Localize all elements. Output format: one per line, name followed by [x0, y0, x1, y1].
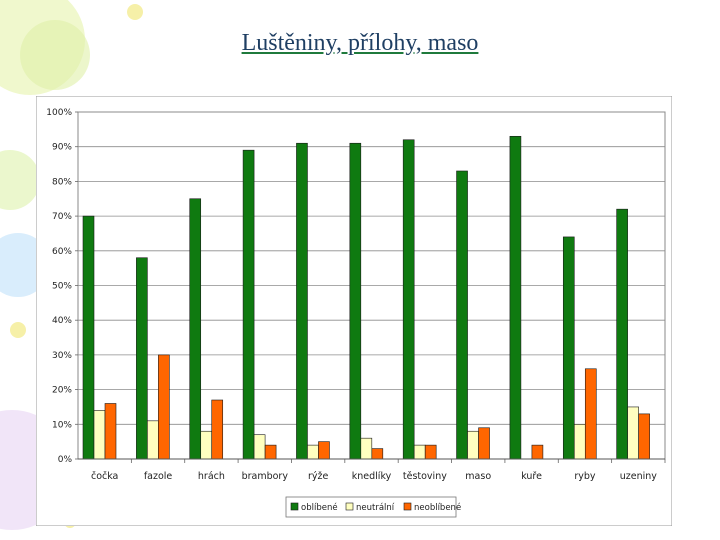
x-tick-label: hrách [198, 471, 225, 482]
y-tick-label: 70% [52, 212, 72, 222]
x-tick-label: knedlíky [352, 471, 392, 482]
x-axis: čočka fazole hrách brambory rýže knedlíky těst… [78, 458, 666, 482]
x-tick-label: čočka [91, 471, 118, 482]
bar [158, 354, 170, 460]
bar [253, 434, 266, 460]
bar [82, 215, 95, 460]
bar [360, 437, 373, 460]
bar [104, 403, 117, 460]
bar [93, 410, 106, 460]
legend-box [285, 496, 457, 518]
x-tick-label: maso [465, 471, 491, 482]
bar [467, 430, 479, 460]
y-tick-label: 50% [52, 282, 72, 292]
bar [402, 139, 415, 460]
x-tick-label: uzeniny [620, 471, 658, 482]
bar [638, 413, 650, 460]
y-tick-label: 90% [52, 143, 72, 153]
y-axis: 0% 10% 20% 30% 40% 50% 60% 70% 80% 90% 100% [46, 108, 78, 465]
bar-chart: 0% 10% 20% 30% 40% 50% 60% 70% 80% 90% 100% čočka f… [36, 96, 672, 526]
legend-swatch [290, 502, 299, 511]
bar [211, 399, 224, 460]
bars [82, 135, 650, 460]
bar [413, 444, 426, 460]
y-tick-label: 40% [52, 316, 72, 326]
y-tick-label: 10% [52, 420, 72, 430]
y-tick-label: 20% [52, 386, 72, 396]
bar [242, 149, 255, 460]
legend-swatch [345, 502, 354, 511]
x-tick-label: ryby [574, 471, 596, 482]
legend-swatch [403, 502, 412, 511]
bar [296, 142, 308, 460]
y-tick-label: 100% [46, 108, 72, 118]
deco-dot-yellow [127, 4, 143, 20]
deco-circle-green [0, 150, 40, 210]
bar [371, 448, 384, 460]
y-tick-label: 30% [52, 351, 72, 361]
x-tick-label: brambory [242, 471, 289, 482]
legend-label: neoblíbené [414, 502, 461, 513]
bar [584, 368, 597, 460]
bar [349, 142, 362, 460]
y-tick-label: 60% [52, 247, 72, 257]
x-tick-label: kuře [521, 471, 542, 482]
bar [147, 420, 159, 460]
bar [189, 198, 202, 460]
x-tick-label: těstoviny [403, 471, 447, 482]
bar [456, 170, 468, 460]
deco-dot-yellow2 [10, 322, 26, 338]
y-tick-label: 80% [52, 177, 72, 187]
legend-label: neutrální [356, 503, 395, 513]
bar [136, 257, 148, 460]
page-title: Luštěniny, přílohy, maso [241, 30, 479, 56]
bar [616, 208, 628, 460]
bar [531, 444, 544, 460]
bar [478, 427, 490, 460]
bar [200, 430, 213, 460]
bar [264, 444, 277, 460]
bar [307, 444, 319, 460]
x-tick-label: fazole [144, 471, 173, 482]
bar [562, 236, 575, 460]
bar [627, 406, 639, 460]
legend: oblíbené neutrální neoblíbené [285, 496, 461, 518]
y-tick-label: 0% [58, 455, 73, 465]
bar [573, 423, 586, 460]
bar [424, 444, 437, 460]
bar [509, 135, 522, 460]
legend-label: oblíbené [301, 502, 338, 513]
bar [318, 441, 330, 460]
x-tick-label: rýže [308, 471, 329, 482]
